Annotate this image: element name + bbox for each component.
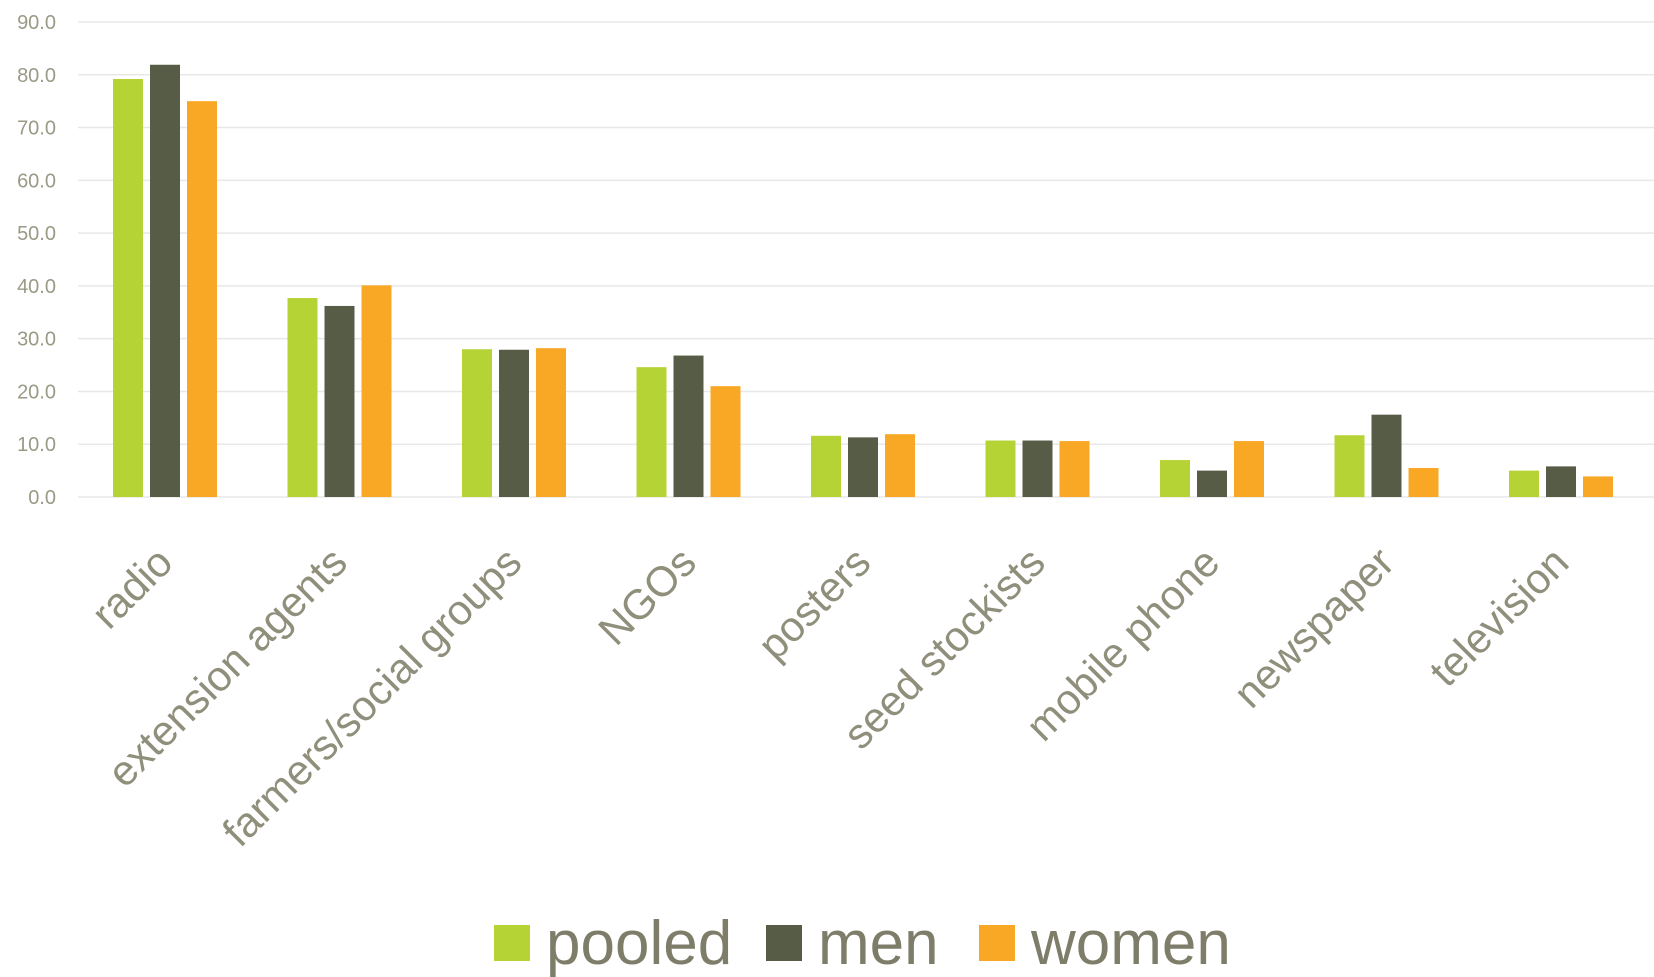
category-group [1334, 414, 1439, 497]
bar-pooled [636, 367, 667, 497]
bar-pooled [811, 435, 841, 497]
legend-item-men: men [766, 909, 939, 977]
bar-men [324, 305, 355, 497]
category-group [1160, 441, 1264, 497]
y-axis-tick-labels: 0.0 10.0 20.0 30.0 40.0 50.0 60.0 70.0 80.0 90.0 [17, 12, 56, 509]
y-tick-label: 40.0 [17, 276, 56, 298]
category-group [636, 355, 741, 497]
x-category-label: posters [749, 538, 880, 669]
bar-men [150, 64, 180, 497]
category-group [287, 285, 392, 497]
x-category-label: radio [82, 538, 181, 637]
bar-pooled [1334, 435, 1365, 497]
category-group [811, 434, 915, 497]
legend-label: men [818, 909, 939, 977]
bar-men [1022, 440, 1053, 497]
bar-men [1371, 414, 1402, 497]
legend-swatch [766, 925, 802, 961]
category-group [462, 348, 566, 497]
x-category-label: newspaper [1224, 538, 1403, 717]
y-tick-label: 60.0 [17, 170, 56, 192]
y-tick-label: 90.0 [17, 12, 56, 34]
category-group [1509, 466, 1613, 497]
legend-item-pooled: pooled [494, 909, 732, 977]
bar-men [673, 355, 704, 497]
y-tick-label: 30.0 [17, 329, 56, 351]
bar-men [1546, 466, 1576, 497]
bar-women [1408, 467, 1439, 497]
y-tick-label: 50.0 [17, 223, 56, 245]
y-tick-label: 0.0 [28, 487, 56, 509]
bar-men [1197, 470, 1227, 497]
bar-women [1234, 441, 1264, 497]
bar-women [1583, 476, 1613, 497]
y-tick-label: 80.0 [17, 65, 56, 87]
bar-women [710, 386, 741, 497]
bar-men [499, 349, 529, 497]
bar-women [885, 434, 915, 497]
bar-pooled [287, 298, 318, 497]
category-group [113, 64, 217, 498]
x-category-label: television [1420, 538, 1577, 695]
bar-pooled [1160, 460, 1190, 497]
category-group [985, 440, 1090, 497]
x-category-label: NGOs [589, 538, 705, 654]
bar-women [536, 348, 566, 497]
y-tick-label: 70.0 [17, 118, 56, 140]
y-tick-label: 20.0 [17, 381, 56, 403]
bars [113, 64, 1613, 498]
bar-pooled [1509, 470, 1539, 497]
bar-pooled [462, 349, 492, 497]
bar-men [848, 437, 878, 497]
legend: pooled men women [494, 909, 1231, 977]
bar-women [187, 101, 217, 498]
legend-label: pooled [546, 909, 732, 977]
bar-women [361, 285, 392, 497]
legend-swatch [979, 925, 1015, 961]
bar-pooled [985, 440, 1016, 497]
bar-pooled [113, 79, 143, 497]
y-tick-label: 10.0 [17, 434, 56, 456]
legend-label: women [1030, 909, 1231, 977]
bar-women [1059, 441, 1090, 497]
legend-swatch [494, 925, 530, 961]
x-category-label: farmers/social groups [213, 538, 530, 855]
legend-item-women: women [979, 909, 1231, 977]
